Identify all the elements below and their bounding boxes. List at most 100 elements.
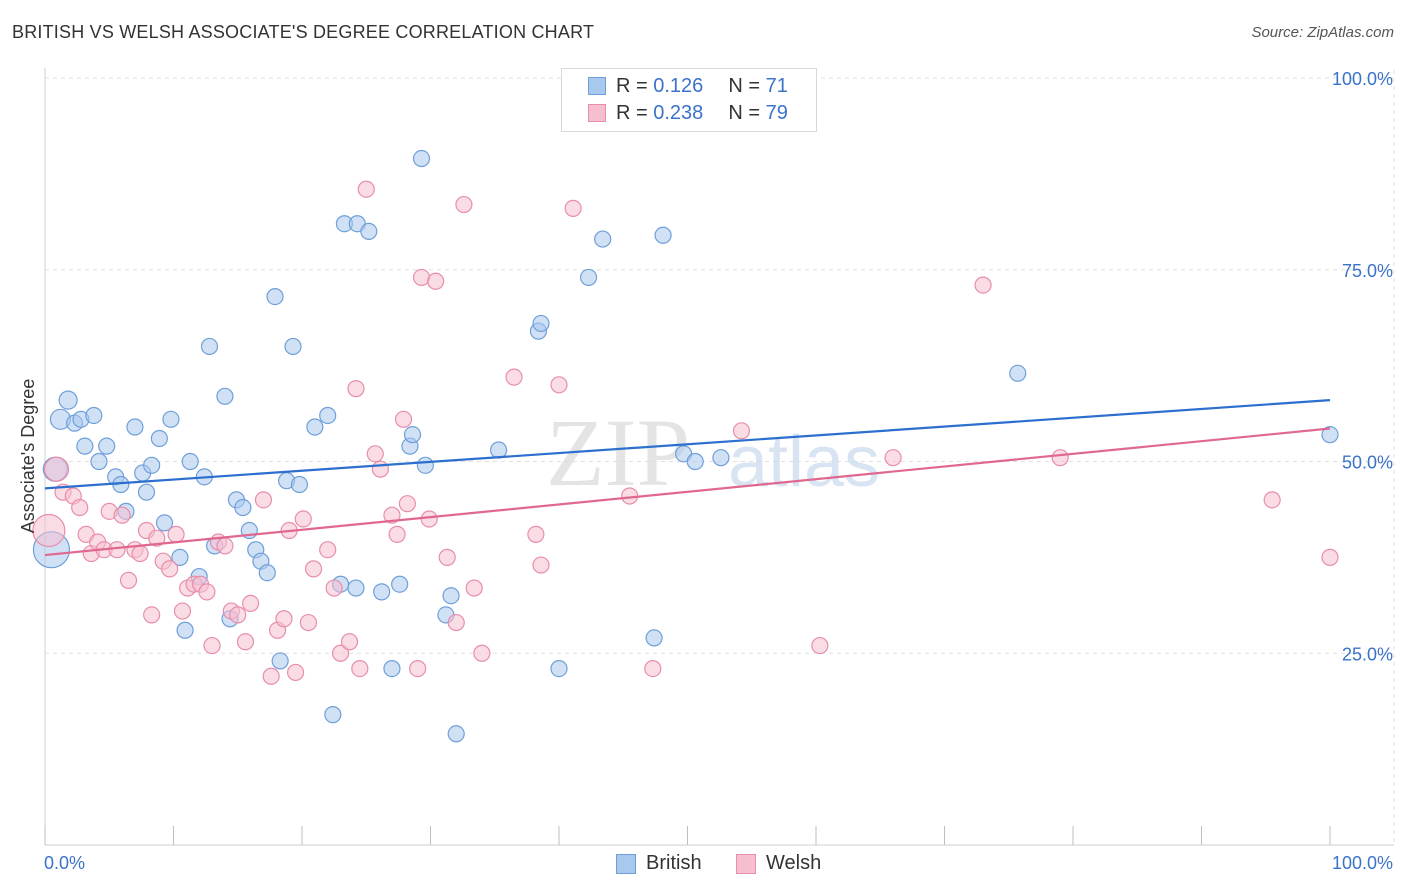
- welsh-point: [388, 525, 406, 543]
- r-label: R =: [616, 74, 648, 97]
- welsh-trendline: [44, 427, 1331, 557]
- welsh-point: [119, 571, 138, 589]
- welsh-point: [161, 560, 179, 578]
- welsh-point: [331, 644, 350, 662]
- welsh-point: [254, 491, 273, 509]
- british-point: [181, 452, 199, 471]
- british-point: [155, 514, 174, 532]
- welsh-point: [438, 548, 456, 566]
- welsh-point: [412, 268, 431, 287]
- welsh-point: [108, 541, 126, 559]
- welsh-point: [242, 594, 260, 612]
- welsh-point: [1051, 449, 1069, 467]
- welsh-point: [71, 498, 89, 517]
- y-axis-label: Associate's Degree: [18, 379, 38, 534]
- welsh-point: [550, 376, 568, 394]
- welsh-point: [236, 633, 255, 651]
- welsh-point: [148, 529, 166, 547]
- british-point: [324, 706, 342, 724]
- welsh-point: [143, 606, 161, 624]
- welsh-point: [398, 495, 416, 513]
- watermark-atlas: atlas: [728, 422, 880, 502]
- british-point: [1009, 364, 1027, 382]
- british-point: [594, 230, 612, 248]
- welsh-point: [527, 525, 545, 543]
- welsh-point: [347, 380, 365, 398]
- chart-source: Source: ZipAtlas.com: [1251, 24, 1394, 41]
- welsh-swatch: [736, 853, 756, 874]
- british-point: [373, 583, 391, 601]
- points-layer: [32, 149, 1339, 743]
- british-point: [284, 337, 302, 356]
- welsh-point: [325, 579, 343, 597]
- british-point: [266, 287, 284, 306]
- british-point: [416, 456, 434, 474]
- welsh-point: [371, 460, 389, 478]
- welsh-point: [427, 272, 445, 290]
- british-point: [712, 449, 730, 467]
- welsh-point: [173, 602, 192, 620]
- british-point: [579, 268, 598, 287]
- y-tick-label: 25.0%: [1342, 644, 1393, 664]
- british-point: [391, 575, 409, 593]
- welsh-point: [357, 180, 375, 198]
- welsh-point: [131, 544, 149, 563]
- british-point: [550, 659, 568, 678]
- british-point: [143, 456, 161, 474]
- british-point: [162, 410, 180, 428]
- british-point: [447, 725, 465, 743]
- british-point: [58, 390, 78, 410]
- welsh-point: [884, 449, 902, 467]
- british-point: [234, 498, 252, 517]
- r-label: R =: [616, 101, 648, 124]
- british-point: [150, 429, 168, 448]
- welsh-point: [505, 368, 523, 386]
- welsh-point: [366, 445, 384, 463]
- legend-item-welsh[interactable]: Welsh: [736, 852, 821, 875]
- british-point: [645, 629, 663, 647]
- chart-title: BRITISH VS WELSH ASSOCIATE'S DEGREE CORR…: [12, 22, 595, 42]
- welsh-point: [1263, 491, 1281, 509]
- british-point: [532, 314, 550, 333]
- british-point: [1321, 426, 1339, 444]
- british-point: [686, 452, 704, 471]
- welsh-point: [167, 525, 185, 543]
- british-point: [98, 437, 116, 455]
- welsh-point: [286, 663, 305, 682]
- welsh-point: [1321, 548, 1339, 566]
- british-swatch: [588, 77, 606, 95]
- welsh-point: [275, 610, 293, 628]
- british-point: [306, 418, 324, 436]
- n-value: 79: [765, 101, 788, 124]
- watermark: ZIP atlas: [546, 399, 880, 506]
- legend-item-british[interactable]: British: [616, 852, 702, 875]
- y-tick-label: 100.0%: [1332, 69, 1393, 89]
- british-point: [176, 621, 194, 639]
- welsh-point: [811, 636, 829, 655]
- axes-layer: [44, 68, 1394, 846]
- welsh-point: [299, 613, 318, 632]
- welsh-point: [447, 613, 465, 632]
- welsh-point: [564, 199, 582, 217]
- welsh-point: [304, 560, 323, 578]
- n-label: N =: [728, 74, 761, 97]
- y-tick-label: 75.0%: [1342, 261, 1393, 281]
- welsh-point: [351, 659, 369, 678]
- trend-layer: [44, 399, 1331, 557]
- british-point: [412, 149, 431, 168]
- y-tick-label: 50.0%: [1342, 453, 1393, 473]
- welsh-point: [394, 410, 413, 428]
- welsh-point: [294, 510, 312, 528]
- british-point: [200, 337, 219, 356]
- welsh-point: [732, 422, 751, 440]
- welsh-point: [340, 633, 359, 651]
- x-tick-label: 0.0%: [44, 853, 85, 873]
- welsh-point: [644, 659, 662, 678]
- british-point: [347, 579, 365, 597]
- welsh-point: [262, 667, 280, 685]
- welsh-point: [420, 510, 438, 528]
- welsh-point: [43, 456, 70, 482]
- welsh-point: [383, 506, 401, 524]
- stats-legend-row-welsh: R = 0.238 N = 79: [588, 101, 788, 125]
- r-value: 0.126: [653, 74, 704, 97]
